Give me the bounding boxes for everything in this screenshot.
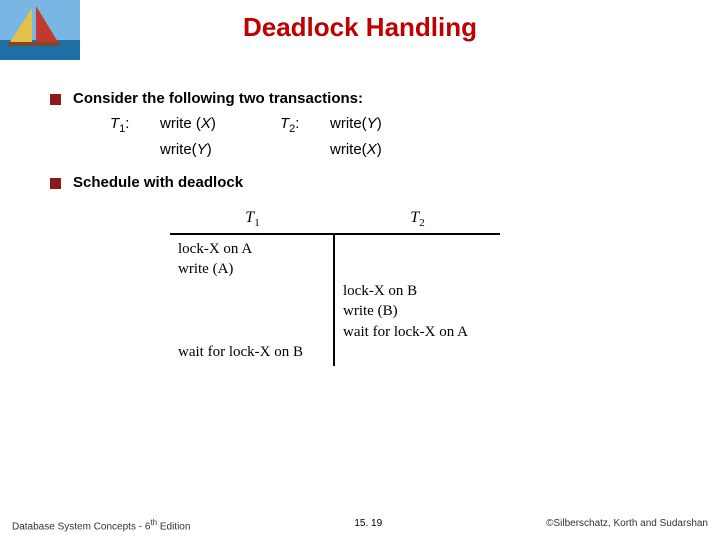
schedule-step: lock-X on B (343, 281, 492, 301)
schedule-step: wait for lock-X on A (343, 322, 492, 342)
t2-op2: write(X) (330, 141, 450, 158)
t1-op1: write (X) (160, 115, 280, 135)
t1-op2: write(Y) (160, 141, 280, 158)
schedule-step: write (B) (343, 301, 492, 321)
footer-copyright: ©Silberschatz, Korth and Sudarshan (546, 518, 708, 532)
transactions-grid: T1: write (X) T2: write(Y) write(Y) writ… (110, 115, 670, 158)
schedule-body: lock-X on A write (A) wait for lock-X on… (170, 235, 500, 366)
sailboat-logo (0, 0, 80, 60)
schedule-step: lock-X on A (178, 239, 325, 259)
bullet-2-text: Schedule with deadlock (73, 174, 243, 191)
slide-content: Consider the following two transactions:… (50, 90, 670, 366)
schedule-col-t2: T2 (335, 205, 500, 233)
bullet-marker (50, 94, 61, 105)
schedule-step: write (A) (178, 259, 325, 279)
slide-footer: Database System Concepts - 6th Edition 1… (0, 518, 720, 532)
t1-label: T1: (110, 115, 160, 135)
bullet-1-text: Consider the following two transactions: (73, 90, 363, 107)
bullet-marker (50, 178, 61, 189)
bullet-2: Schedule with deadlock (50, 174, 670, 191)
schedule-right: lock-X on B write (B) wait for lock-X on… (335, 235, 500, 366)
schedule-header: T1 T2 (170, 205, 500, 235)
footer-left: Database System Concepts - 6th Edition (12, 518, 190, 532)
t2-op1: write(Y) (330, 115, 450, 135)
schedule-table: T1 T2 lock-X on A write (A) wait for loc… (170, 205, 500, 366)
t2-label: T2: (280, 115, 330, 135)
bullet-1: Consider the following two transactions: (50, 90, 670, 107)
schedule-col-t1: T1 (170, 205, 335, 233)
schedule-step: wait for lock-X on B (178, 342, 325, 362)
schedule-left: lock-X on A write (A) wait for lock-X on… (170, 235, 335, 366)
slide-title: Deadlock Handling (0, 0, 720, 43)
footer-page-number: 15. 19 (354, 518, 382, 532)
